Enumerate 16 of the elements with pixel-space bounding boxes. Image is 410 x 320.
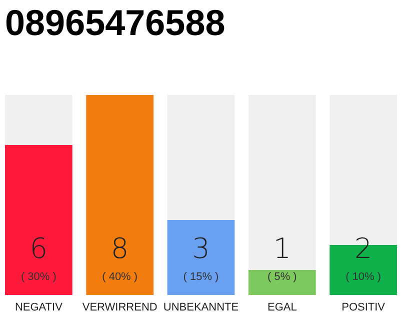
chart-title: 08965476588 (5, 2, 226, 43)
data-label: 1 (273, 232, 292, 265)
data-label: 8 (110, 232, 129, 265)
annotation: ( 30% ) (20, 271, 56, 283)
annotation: ( 5% ) (267, 271, 297, 283)
x-tick-label: VERWIRREND (82, 302, 158, 314)
x-tick-label: NEGATIV (14, 302, 64, 314)
annotation: ( 15% ) (183, 271, 219, 283)
data-label: 6 (30, 232, 48, 265)
bar (248, 270, 316, 295)
x-tick-label: POSITIV (342, 302, 386, 314)
x-tick-label: UNBEKANNTE (163, 302, 239, 314)
annotation: ( 10% ) (346, 271, 382, 283)
x-tick-label: EGAL (267, 302, 297, 314)
annotation: ( 40% ) (102, 271, 138, 283)
data-label: 3 (192, 232, 210, 265)
